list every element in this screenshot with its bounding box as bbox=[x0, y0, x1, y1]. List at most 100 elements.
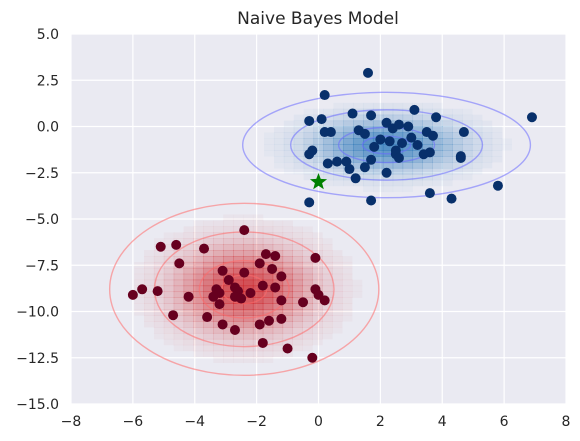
heatmap-cell bbox=[282, 297, 294, 304]
heatmap-cell bbox=[144, 261, 155, 269]
blue-point bbox=[316, 114, 327, 125]
heatmap-cell bbox=[432, 156, 443, 163]
heatmap-cell bbox=[213, 250, 224, 257]
heatmap-cell bbox=[372, 114, 384, 122]
heatmap-cell bbox=[193, 309, 204, 316]
blue-point bbox=[403, 121, 414, 132]
heatmap-cell bbox=[272, 291, 284, 298]
heatmap-cell bbox=[312, 267, 323, 275]
heatmap-cell bbox=[462, 138, 473, 145]
heatmap-cell bbox=[252, 332, 264, 340]
heatmap-cell bbox=[193, 250, 204, 257]
heatmap-cell bbox=[213, 315, 224, 322]
heatmap-cell bbox=[163, 297, 175, 304]
heatmap-cell bbox=[332, 321, 343, 328]
blue-point bbox=[322, 158, 333, 169]
heatmap-cell bbox=[292, 291, 303, 298]
heatmap-cell bbox=[243, 357, 253, 363]
heatmap-cell bbox=[452, 138, 463, 145]
heatmap-cell bbox=[322, 285, 333, 293]
heatmap-cell bbox=[173, 327, 185, 334]
red-point bbox=[183, 291, 194, 302]
heatmap-cell bbox=[452, 167, 463, 175]
heatmap-cell bbox=[193, 303, 204, 310]
heatmap-cell bbox=[263, 357, 273, 363]
heatmap-cell bbox=[353, 132, 364, 139]
heatmap-cell bbox=[343, 132, 354, 139]
heatmap-cell bbox=[312, 327, 323, 334]
heatmap-cell bbox=[491, 150, 503, 157]
heatmap-cell bbox=[252, 285, 264, 293]
heatmap-cell bbox=[282, 256, 294, 263]
heatmap-cell bbox=[382, 108, 394, 116]
heatmap-cell bbox=[333, 108, 344, 116]
heatmap-cell bbox=[302, 345, 312, 351]
heatmap-cell bbox=[174, 345, 184, 351]
heatmap-cell bbox=[302, 309, 313, 316]
heatmap-cell bbox=[134, 303, 145, 310]
heatmap-cell bbox=[293, 162, 305, 169]
heatmap-cell bbox=[452, 114, 463, 122]
blue-point bbox=[431, 112, 442, 123]
heatmap-cell bbox=[372, 179, 384, 187]
heatmap-cell bbox=[223, 238, 234, 245]
heatmap-cell bbox=[382, 144, 394, 151]
heatmap-cell bbox=[203, 279, 214, 287]
heatmap-cell bbox=[293, 150, 305, 157]
blue-point bbox=[325, 127, 336, 138]
heatmap-cell bbox=[163, 285, 175, 293]
heatmap-cell bbox=[233, 244, 244, 251]
heatmap-cell bbox=[333, 114, 344, 122]
heatmap-cell bbox=[432, 162, 443, 169]
heatmap-cell bbox=[292, 226, 303, 233]
heatmap-cell bbox=[332, 250, 343, 257]
heatmap-cell bbox=[342, 297, 353, 304]
heatmap-cell bbox=[194, 351, 204, 357]
heatmap-cell bbox=[262, 232, 274, 239]
heatmap-cell bbox=[272, 226, 284, 233]
heatmap-cell bbox=[173, 338, 185, 346]
heatmap-cell bbox=[272, 220, 284, 227]
heatmap-cell bbox=[471, 156, 483, 163]
heatmap-cell bbox=[333, 120, 344, 127]
heatmap-cell bbox=[282, 327, 294, 334]
heatmap-cell bbox=[164, 339, 174, 345]
heatmap-cell bbox=[302, 279, 313, 287]
heatmap-cell bbox=[322, 250, 333, 257]
heatmap-cell bbox=[293, 167, 305, 175]
heatmap-cell bbox=[203, 238, 214, 245]
heatmap-cell bbox=[262, 327, 274, 334]
heatmap-cell bbox=[213, 332, 224, 340]
heatmap-cell bbox=[253, 215, 263, 221]
heatmap-cell bbox=[402, 102, 414, 110]
heatmap-cell bbox=[282, 244, 294, 251]
heatmap-cell bbox=[471, 167, 483, 175]
heatmap-cell bbox=[342, 285, 353, 293]
heatmap-cell bbox=[272, 279, 284, 287]
heatmap-cell bbox=[173, 297, 185, 304]
heatmap-cell bbox=[272, 238, 284, 245]
blue-point bbox=[350, 173, 361, 184]
heatmap-cell bbox=[243, 321, 254, 328]
blue-point bbox=[393, 119, 404, 130]
heatmap-cell bbox=[173, 232, 185, 239]
heatmap-cell bbox=[223, 357, 233, 363]
heatmap-cell bbox=[412, 173, 423, 181]
heatmap-cell bbox=[303, 156, 315, 163]
heatmap-cell bbox=[282, 332, 294, 340]
heatmap-cell bbox=[322, 238, 332, 244]
heatmap-cell bbox=[262, 309, 274, 316]
heatmap-cell bbox=[292, 297, 303, 304]
blue-point bbox=[427, 130, 438, 141]
heatmap-cell bbox=[193, 279, 204, 287]
heatmap-cell bbox=[252, 327, 264, 334]
heatmap-cell bbox=[213, 273, 224, 281]
heatmap-cell bbox=[273, 138, 285, 145]
heatmap-cell bbox=[322, 279, 333, 287]
heatmap-cell bbox=[252, 309, 264, 316]
heatmap-cell bbox=[193, 226, 204, 233]
heatmap-cell bbox=[313, 162, 324, 169]
red-point bbox=[223, 275, 234, 286]
heatmap-cell bbox=[153, 250, 165, 257]
heatmap-cell bbox=[233, 321, 244, 328]
